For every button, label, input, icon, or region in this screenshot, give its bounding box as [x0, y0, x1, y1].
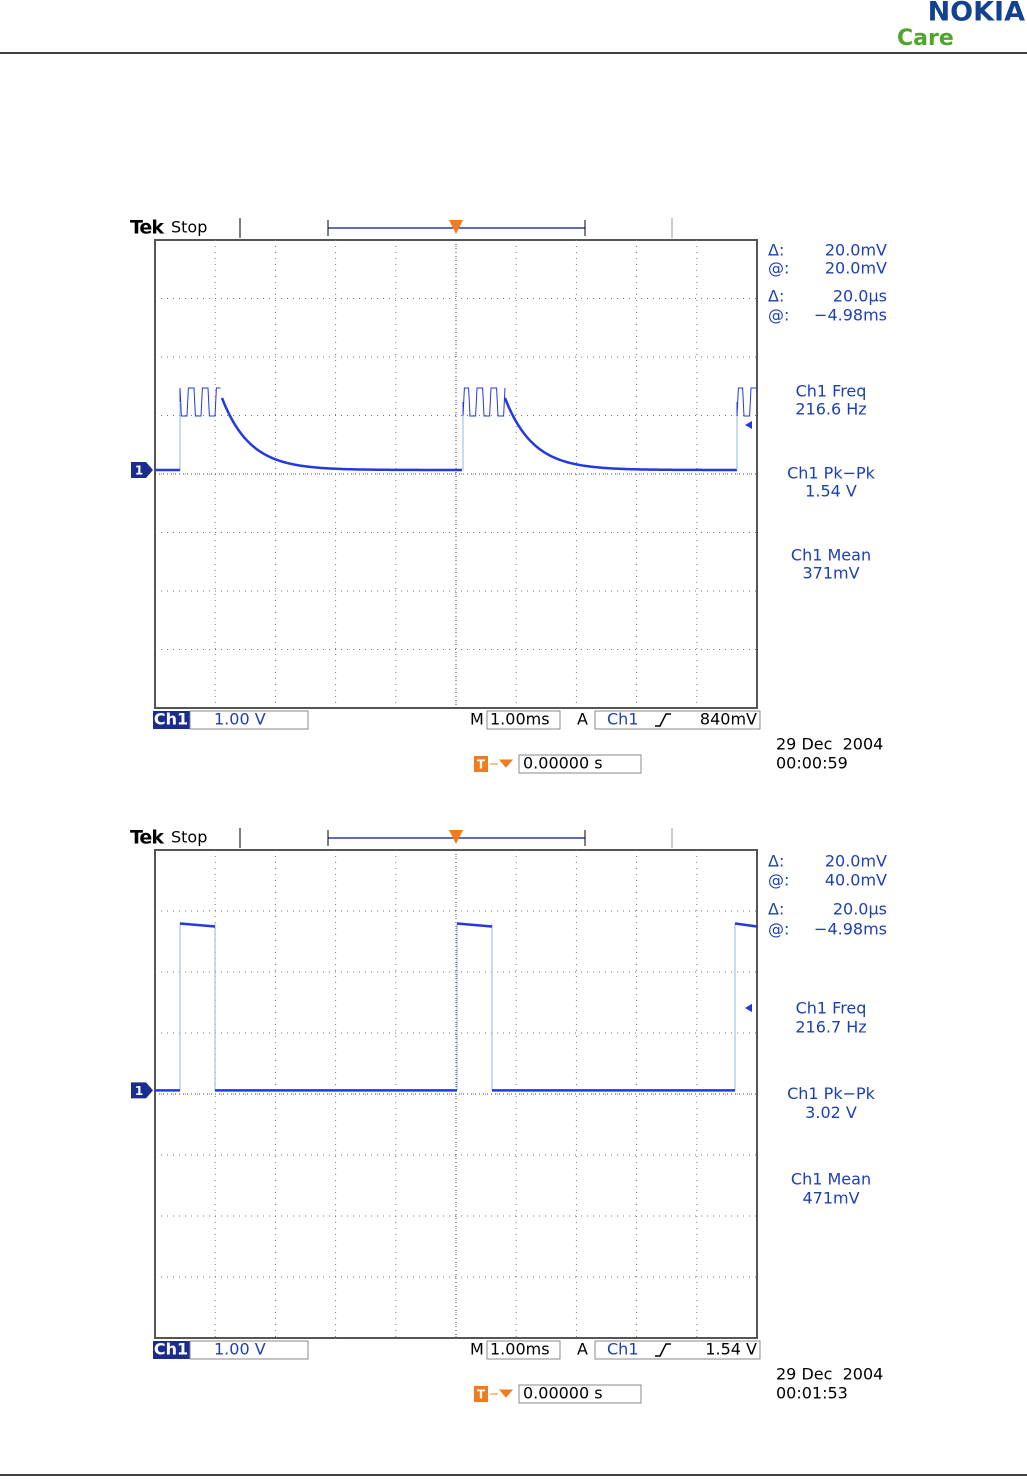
cursor-symbol: @: — [768, 259, 789, 278]
trigger-mode: A — [577, 710, 588, 729]
volts-per-div: 1.00 V — [214, 710, 266, 729]
cursor-value: 40.0mV — [825, 870, 887, 889]
readout-box — [189, 710, 309, 730]
timebase-label: M — [470, 1340, 484, 1359]
trigger-marker: T — [477, 1388, 486, 1402]
measurement-value: 371mV — [802, 564, 859, 583]
trace — [220, 397, 463, 472]
cursor-value: 20.0mV — [825, 241, 887, 260]
volts-per-div: 1.00 V — [214, 1340, 266, 1359]
cursor-symbol: @: — [768, 919, 789, 938]
measurement-name: Ch1 Pk−Pk — [787, 1084, 876, 1103]
oscilloscope: Tek Stop T 1 Δ: 20.0mV @: 20.0mV Δ: 20.0µs @: −4.98… — [130, 217, 887, 774]
noise-burst — [179, 387, 221, 417]
trigger-marker: T — [477, 758, 486, 772]
timebase: 1.00ms — [490, 1340, 550, 1359]
cursor-value: 20.0mV — [825, 259, 887, 278]
readout-box — [518, 1384, 642, 1404]
measurement-name: Ch1 Mean — [791, 1170, 871, 1189]
slope-icon — [655, 713, 671, 727]
cursor-value: 20.0mV — [825, 851, 887, 870]
brand: Tek — [130, 827, 164, 849]
measurement-name: Ch1 Pk−Pk — [787, 464, 876, 483]
trigger-pointer — [449, 220, 463, 234]
logo: NOKIA — [928, 0, 1026, 28]
readout-box — [486, 710, 561, 730]
logo-subtitle: Care — [897, 26, 954, 51]
measurement-value: 216.6 Hz — [795, 400, 866, 419]
cursor-symbol: Δ: — [768, 287, 784, 306]
trigger-position: 0.00000 s — [523, 754, 603, 773]
channel: Ch1 — [154, 1340, 188, 1359]
readout-box — [189, 1340, 309, 1360]
channel-marker: 1 — [135, 1084, 143, 1098]
trigger-source: Ch1 — [607, 710, 639, 729]
cursor-symbol: Δ: — [768, 899, 784, 918]
measurement-name: Ch1 Freq — [796, 382, 867, 401]
measurement-value: 3.02 V — [805, 1103, 857, 1122]
trace — [155, 922, 758, 1092]
status: Stop — [171, 828, 207, 847]
trace — [503, 397, 738, 472]
readout-box — [594, 710, 761, 730]
cursor-symbol: @: — [768, 870, 789, 889]
measurement-name: Ch1 Mean — [791, 546, 871, 565]
channel-marker: 1 — [135, 464, 143, 478]
time: 00:01:53 — [776, 1384, 848, 1403]
measurement-value: 1.54 V — [805, 482, 857, 501]
brand: Tek — [130, 217, 164, 239]
noise-burst — [736, 387, 757, 417]
timebase-label: M — [470, 710, 484, 729]
timebase: 1.00ms — [490, 710, 550, 729]
cursor-value: −4.98ms — [814, 919, 887, 938]
oscilloscope: Tek Stop T 1 Δ: 20.0mV @: 40.0mV Δ: 20.0µs @: −4.98… — [130, 827, 887, 1404]
measurement-value: 471mV — [802, 1188, 859, 1207]
trigger-level: 1.54 V — [705, 1340, 757, 1359]
channel-badge — [153, 1341, 190, 1359]
time: 00:00:59 — [776, 754, 848, 773]
level-arrow — [745, 1003, 752, 1013]
cursor-value: −4.98ms — [814, 306, 887, 325]
measurement-name: Ch1 Freq — [796, 999, 867, 1018]
channel-badge — [153, 711, 190, 729]
cursor-value: 20.0µs — [833, 287, 887, 306]
trigger-icon — [474, 1386, 488, 1402]
readout-box — [594, 1340, 761, 1360]
cursor-symbol: Δ: — [768, 851, 784, 870]
readout-box — [518, 754, 642, 774]
cursor-symbol: @: — [768, 306, 789, 325]
ground-marker-box — [131, 1082, 153, 1099]
trigger-position: 0.00000 s — [523, 1384, 603, 1403]
trigger-pointer — [449, 830, 463, 844]
trigger-level: 840mV — [700, 710, 757, 729]
trigger-source: Ch1 — [607, 1340, 639, 1359]
measurement-value: 216.7 Hz — [795, 1017, 866, 1036]
date: 29 Dec 2004 — [776, 1365, 883, 1384]
cursor-value: 20.0µs — [833, 899, 887, 918]
trigger-icon — [474, 756, 488, 772]
level-arrow — [745, 421, 752, 429]
status: Stop — [171, 218, 207, 237]
arrow-icon — [490, 1389, 514, 1398]
trigger-mode: A — [577, 1340, 588, 1359]
ground-marker-box — [131, 462, 153, 478]
cursor-symbol: Δ: — [768, 241, 784, 260]
readout-box — [486, 1340, 561, 1360]
date: 29 Dec 2004 — [776, 735, 883, 754]
slope-icon — [655, 1343, 671, 1357]
arrow-icon — [490, 759, 514, 768]
noise-burst — [462, 387, 506, 417]
channel: Ch1 — [154, 710, 188, 729]
